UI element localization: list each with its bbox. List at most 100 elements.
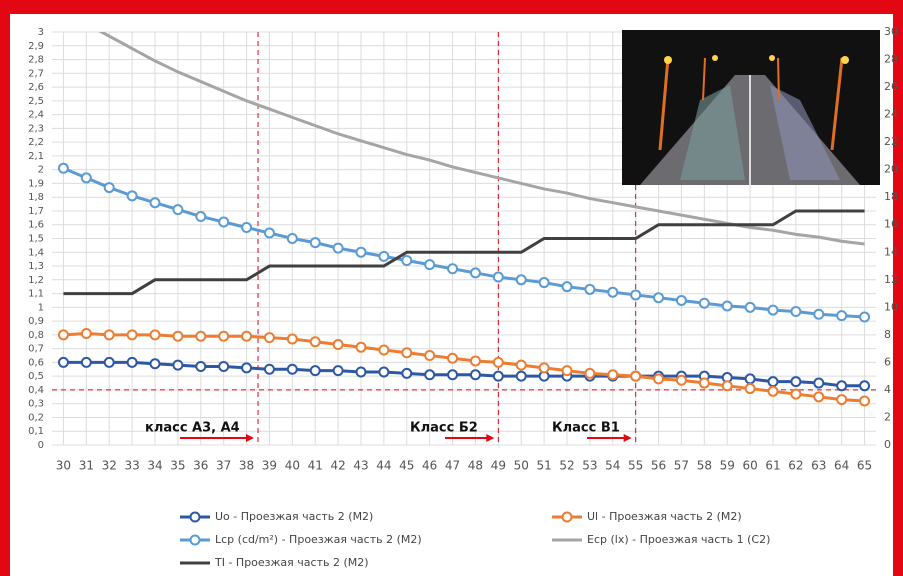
marker	[151, 330, 160, 339]
marker	[105, 183, 114, 192]
marker	[837, 395, 846, 404]
marker	[631, 372, 640, 381]
marker	[334, 366, 343, 375]
y2-tick-label: 4	[884, 383, 891, 396]
marker	[608, 288, 617, 297]
x-tick-label: 45	[399, 459, 414, 473]
marker	[471, 268, 480, 277]
marker	[860, 381, 869, 390]
marker	[791, 307, 800, 316]
y-tick-label: 0	[38, 440, 44, 451]
x-tick-label: 34	[147, 459, 162, 473]
marker	[769, 387, 778, 396]
marker	[677, 296, 686, 305]
y-tick-label: 2,9	[28, 41, 44, 52]
marker	[517, 275, 526, 284]
y-tick-label: 2,5	[28, 96, 44, 107]
marker	[448, 370, 457, 379]
marker	[402, 256, 411, 265]
legend-label: Ecp (lx) - Проезжая часть 1 (C2)	[587, 533, 770, 546]
y-tick-label: 2,2	[28, 137, 44, 148]
marker	[700, 299, 709, 308]
x-tick-label: 38	[239, 459, 254, 473]
marker	[82, 329, 91, 338]
y-tick-label: 3	[38, 27, 44, 38]
marker	[860, 396, 869, 405]
marker	[173, 205, 182, 214]
marker	[723, 301, 732, 310]
marker	[219, 362, 228, 371]
y-tick-label: 1	[38, 302, 44, 313]
x-tick-label: 47	[445, 459, 460, 473]
marker	[82, 173, 91, 182]
marker	[471, 357, 480, 366]
y2-tick-label: 16	[884, 218, 898, 231]
y-tick-label: 0,9	[28, 316, 44, 327]
marker	[791, 390, 800, 399]
marker	[517, 361, 526, 370]
marker	[402, 369, 411, 378]
marker	[425, 260, 434, 269]
x-tick-label: 30	[56, 459, 71, 473]
marker	[540, 278, 549, 287]
marker	[402, 348, 411, 357]
marker	[288, 334, 297, 343]
legend-label: Ul - Проезжая часть 2 (M2)	[587, 510, 742, 523]
x-tick-label: 31	[79, 459, 94, 473]
marker	[242, 332, 251, 341]
y-tick-label: 1,2	[28, 275, 44, 286]
x-tick-label: 65	[857, 459, 872, 473]
marker	[379, 368, 388, 377]
marker	[608, 370, 617, 379]
y2-tick-label: 10	[884, 300, 898, 313]
y2-tick-label: 28	[884, 53, 898, 66]
marker	[585, 369, 594, 378]
x-tick-label: 33	[124, 459, 139, 473]
marker	[471, 370, 480, 379]
x-tick-label: 42	[330, 459, 345, 473]
marker	[494, 273, 503, 282]
x-tick-label: 59	[720, 459, 735, 473]
marker	[105, 358, 114, 367]
marker	[82, 358, 91, 367]
x-tick-label: 61	[765, 459, 780, 473]
y2-tick-label: 12	[884, 273, 898, 286]
y-tick-label: 2,6	[28, 82, 44, 93]
marker	[357, 343, 366, 352]
marker	[563, 282, 572, 291]
x-tick-label: 57	[674, 459, 689, 473]
y-tick-label: 2,8	[28, 55, 44, 66]
y-tick-label: 2,1	[28, 151, 44, 162]
y2-tick-label: 30	[884, 25, 898, 38]
marker	[448, 354, 457, 363]
x-tick-label: 64	[834, 459, 849, 473]
y-tick-label: 1,1	[28, 289, 44, 300]
marker	[791, 377, 800, 386]
inset-photo	[622, 30, 880, 185]
marker	[860, 312, 869, 321]
y2-tick-label: 22	[884, 135, 898, 148]
legend-marker	[191, 513, 200, 522]
y-tick-label: 0,1	[28, 426, 44, 437]
annotation: Класс В1	[552, 421, 620, 436]
y2-tick-label: 26	[884, 80, 898, 93]
x-tick-label: 46	[422, 459, 437, 473]
x-tick-label: 56	[651, 459, 666, 473]
marker	[128, 191, 137, 200]
marker	[311, 366, 320, 375]
y-tick-label: 2,3	[28, 123, 44, 134]
x-tick-label: 36	[193, 459, 208, 473]
y2-tick-label: 0	[884, 438, 891, 451]
annotation: Класс Б2	[410, 421, 478, 436]
marker	[517, 372, 526, 381]
marker	[196, 212, 205, 221]
x-tick-label: 35	[170, 459, 185, 473]
marker	[814, 379, 823, 388]
marker	[746, 384, 755, 393]
x-tick-label: 54	[605, 459, 620, 473]
x-tick-label: 39	[262, 459, 277, 473]
marker	[311, 337, 320, 346]
marker	[654, 374, 663, 383]
marker	[288, 234, 297, 243]
x-tick-label: 49	[491, 459, 506, 473]
